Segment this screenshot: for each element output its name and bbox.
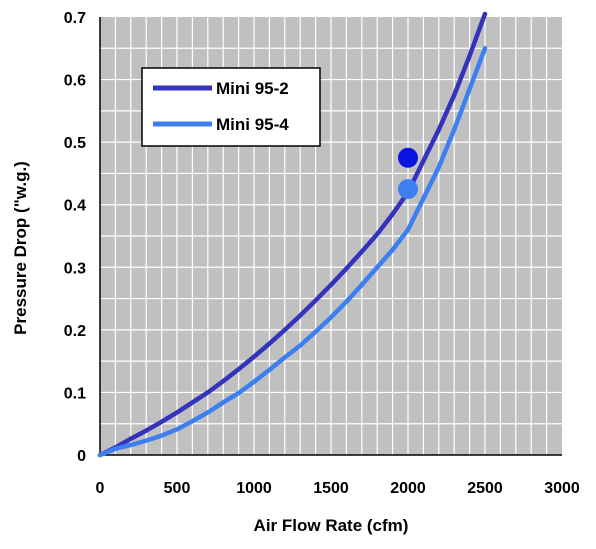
y-tick-label: 0.4: [64, 198, 86, 215]
y-tick-label: 0.2: [64, 323, 86, 340]
x-tick-label: 1000: [236, 480, 272, 497]
y-tick-label: 0: [77, 448, 86, 465]
legend-label-mini-95-2: Mini 95-2: [216, 79, 289, 98]
x-tick-label: 2500: [467, 480, 503, 497]
y-tick-label: 0.3: [64, 260, 86, 277]
series-lines: [97, 11, 488, 458]
series-line-mini-95-2: [97, 11, 488, 458]
x-tick-label: 3000: [544, 480, 580, 497]
y-tick-label: 0.6: [64, 73, 86, 90]
x-tick-label: 2000: [390, 480, 426, 497]
highlight-markers: [398, 147, 418, 200]
y-tick-label: 0.5: [64, 135, 86, 152]
marker-mini-95-2: [398, 147, 418, 168]
x-tick-label: 500: [164, 480, 191, 497]
x-tick-label: 1500: [313, 480, 349, 497]
series-line-mini-95-4: [97, 46, 488, 458]
legend: Mini 95-2 Mini 95-4: [141, 67, 321, 147]
axes: [99, 17, 562, 456]
y-axis-title: Pressure Drop ("w.g.): [11, 161, 30, 335]
tick-labels: 0 500 1000 1500 2000 2500 3000 0 0.1 0.2 0.3 0.4 0.5…: [64, 10, 580, 497]
y-tick-label: 0.1: [64, 385, 86, 402]
marker-mini-95-4: [398, 179, 418, 200]
y-tick-label: 0.7: [64, 10, 86, 27]
legend-label-mini-95-4: Mini 95-4: [216, 115, 289, 134]
x-tick-label: 0: [96, 480, 105, 497]
x-axis-title: Air Flow Rate (cfm): [254, 516, 409, 535]
legend-box: [141, 67, 321, 147]
